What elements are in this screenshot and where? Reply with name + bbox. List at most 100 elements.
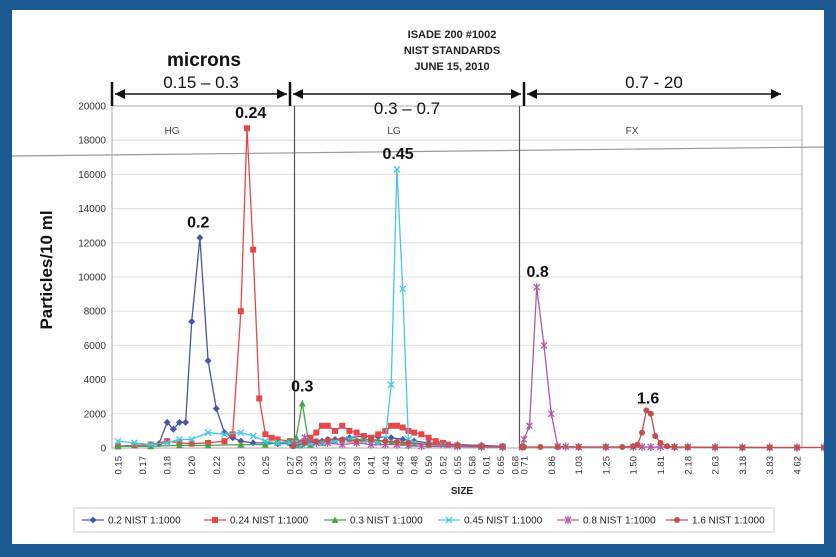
data-point [547, 409, 555, 418]
data-point [339, 436, 346, 443]
range-arrowhead-right [771, 89, 781, 99]
x-tick-label: 0.65 [496, 456, 507, 475]
y-tick-label: 6000 [84, 341, 107, 352]
peak-label: 0.24 [235, 105, 266, 122]
data-point [175, 418, 183, 426]
y-tick-label: 2000 [84, 409, 107, 420]
data-point [820, 444, 824, 451]
data-point [671, 443, 678, 450]
size-range-arrows: 0.15 – 0.3 0.3 – 0.7 0.7 - 20 [110, 73, 781, 118]
data-point [249, 432, 257, 440]
data-point [657, 439, 664, 446]
peak-label: 0.45 [383, 146, 414, 163]
data-point [324, 436, 331, 443]
data-point [339, 422, 346, 429]
series-line [117, 431, 303, 446]
x-tick-label: 1.50 [629, 456, 640, 475]
y-tick-label: 4000 [84, 375, 107, 386]
data-point [399, 424, 406, 431]
x-tick-labels: 0.15 0.17 0.18 0.20 0.22 0.23 0.25 0.270.30 0.33… [114, 456, 804, 475]
x-tick-label: 0.18 [163, 456, 174, 475]
data-point [346, 427, 353, 434]
units-label: microns [167, 50, 241, 71]
gridlines [112, 105, 802, 449]
x-tick-label: 0.48 [410, 456, 421, 475]
legend-marker [89, 516, 97, 524]
data-point [324, 422, 331, 429]
data-point [332, 427, 338, 434]
data-point [345, 435, 353, 443]
data-point [221, 438, 228, 445]
data-point [664, 443, 671, 450]
data-point [388, 422, 395, 429]
x-tick-label: 0.71 [520, 456, 531, 475]
data-point [301, 439, 308, 446]
panel-name-lg: LG [387, 126, 401, 137]
x-tick-label: 3.83 [765, 456, 776, 475]
data-point [425, 441, 432, 448]
data-point [163, 439, 171, 447]
peak-label: 0.8 [527, 264, 549, 281]
legend-item: 0.45 NIST 1:1000 [438, 516, 543, 527]
x-tick-label: 0.55 [453, 456, 464, 475]
range-arrowhead-right [511, 89, 521, 99]
data-point [164, 438, 171, 445]
data-point [237, 441, 245, 448]
data-point [204, 429, 212, 437]
legend-label: 0.45 NIST 1:1000 [464, 516, 543, 527]
data-point [244, 125, 250, 132]
data-point [766, 444, 773, 451]
peak-label: 0.3 [291, 379, 313, 396]
y-tick-label: 12000 [78, 238, 106, 249]
data-point [368, 436, 374, 443]
data-point [521, 443, 527, 450]
series-line [293, 169, 503, 448]
legend-item: 0.3 NIST 1:1000 [324, 516, 423, 527]
x-tick-label: 0.35 [323, 456, 334, 475]
data-point [387, 381, 395, 389]
legend-label: 1.6 NIST 1:1000 [692, 516, 765, 527]
data-point [237, 308, 244, 315]
data-point [188, 317, 196, 325]
data-point [188, 440, 195, 447]
data-point [353, 438, 360, 445]
x-tick-label: 0.58 [467, 456, 478, 475]
y-axis-label: Particles/10 ml [37, 210, 56, 329]
range-arrowhead-right [277, 89, 287, 99]
data-point [175, 441, 183, 449]
x-tick-label: 0.27 [286, 456, 297, 475]
x-tick-label: 2.18 [683, 456, 694, 475]
data-point [256, 395, 263, 402]
panel-name-fx: FX [626, 126, 639, 137]
range-label: 0.15 – 0.3 [163, 73, 239, 92]
data-point [261, 441, 269, 448]
data-point [575, 443, 582, 450]
y-tick-label: 16000 [78, 170, 106, 181]
data-point [533, 283, 541, 292]
data-point [393, 439, 400, 446]
data-point [268, 434, 275, 441]
data-point [425, 434, 432, 441]
legend-item: 0.24 NIST 1:1000 [204, 516, 309, 527]
data-point [684, 444, 691, 451]
x-tick-label: 0.22 [212, 456, 223, 475]
range-arrowhead-left [115, 89, 125, 99]
data-point [647, 410, 654, 417]
data-point [114, 442, 122, 450]
series-line [117, 237, 303, 447]
data-point [298, 400, 306, 407]
data-point [602, 443, 609, 450]
x-tick-label: 0.30 [295, 456, 306, 475]
data-point [292, 434, 300, 441]
x-tick-label: 3.18 [738, 456, 749, 475]
x-tick-label: 0.52 [439, 456, 450, 475]
panel-name-labels: HG LG FX [165, 126, 639, 137]
y-tick-label: 14000 [78, 204, 106, 215]
data-point [249, 439, 257, 447]
x-axis-label: SIZE [451, 486, 474, 497]
page-skew-line [12, 146, 824, 157]
x-tick-label: 1.81 [656, 456, 667, 475]
x-tick-label: 1.03 [574, 456, 585, 475]
x-tick-label: 0.41 [367, 456, 378, 475]
legend-label: 0.2 NIST 1:1000 [108, 516, 181, 527]
